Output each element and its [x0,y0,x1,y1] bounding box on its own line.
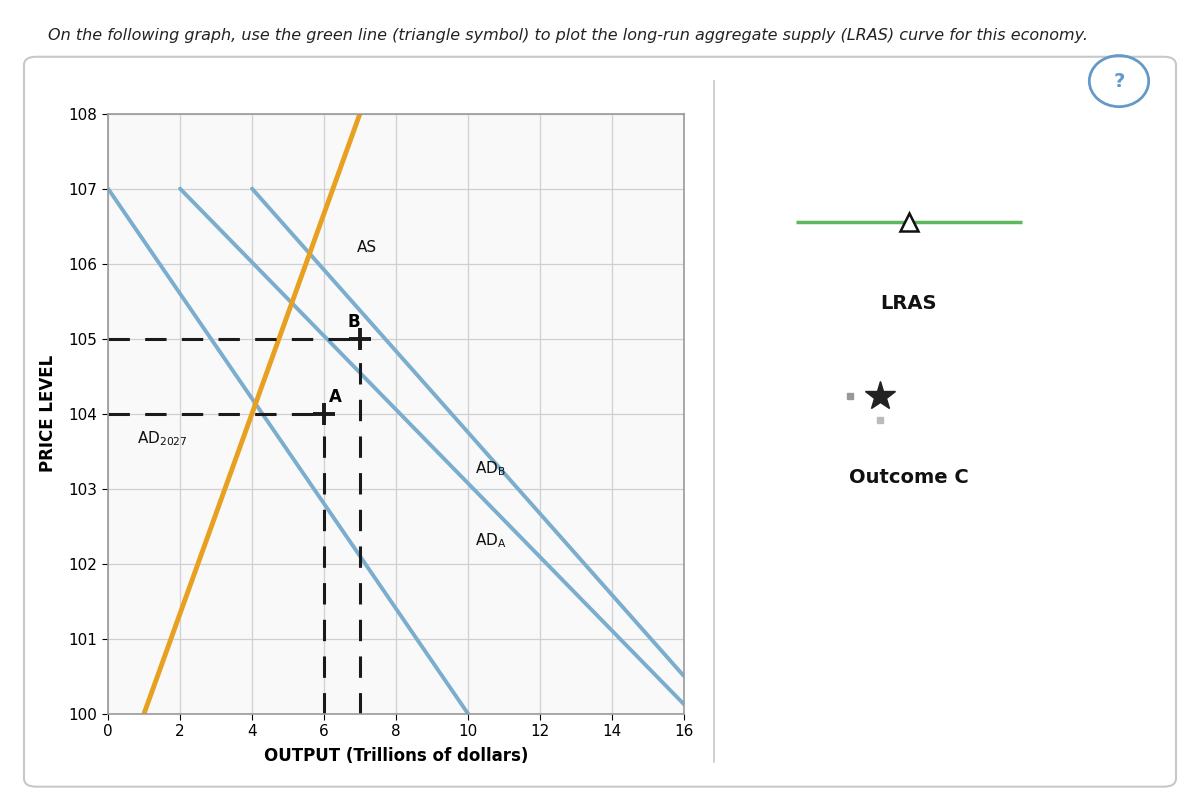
Text: $\mathregular{AD_B}$: $\mathregular{AD_B}$ [475,460,506,478]
Text: B: B [348,313,360,331]
X-axis label: OUTPUT (Trillions of dollars): OUTPUT (Trillions of dollars) [264,748,528,766]
Text: LRAS: LRAS [881,294,937,312]
Text: Outcome C: Outcome C [850,468,968,487]
Text: AS: AS [356,240,377,255]
Text: $\mathregular{AD_{2027}}$: $\mathregular{AD_{2027}}$ [137,430,187,448]
Text: ?: ? [1114,71,1124,91]
Y-axis label: PRICE LEVEL: PRICE LEVEL [40,355,58,472]
Text: $\mathregular{AD_A}$: $\mathregular{AD_A}$ [475,531,506,550]
Text: On the following graph, use the green line (triangle symbol) to plot the long-ru: On the following graph, use the green li… [48,28,1088,43]
Text: A: A [329,388,342,406]
